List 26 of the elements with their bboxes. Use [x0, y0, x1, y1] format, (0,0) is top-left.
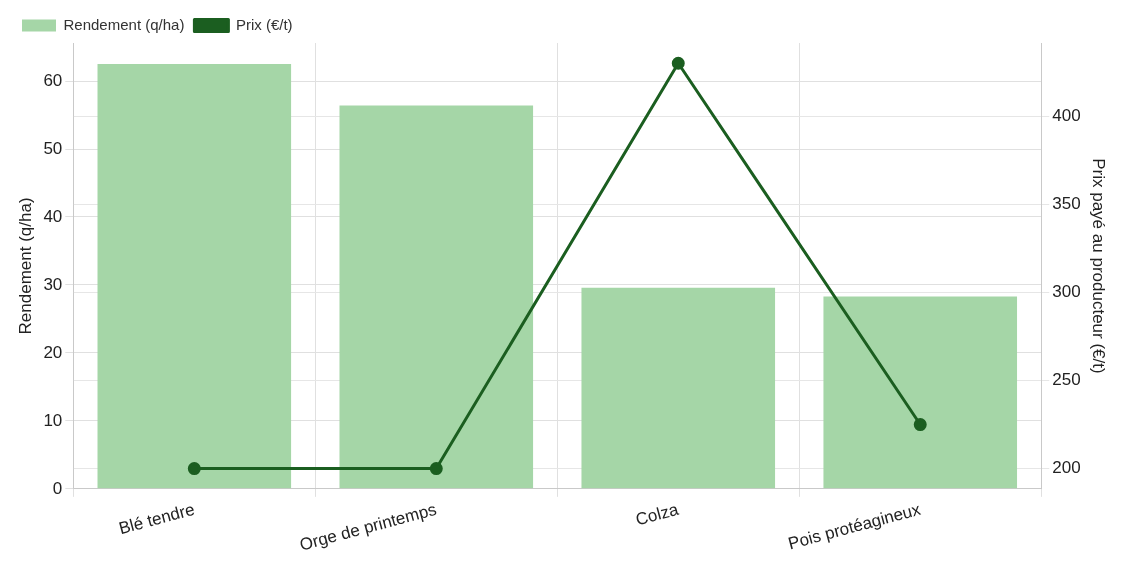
y2-tick-label: 250 [1052, 370, 1081, 390]
y-axis-title: Rendement (q/ha) [15, 197, 35, 335]
bar [581, 287, 776, 489]
y-tick-label: 0 [52, 478, 63, 498]
y2-tick-label: 400 [1052, 105, 1081, 125]
y2-axis-title: Prix payé au producteur (€/t) [1089, 158, 1109, 374]
bar [339, 105, 534, 489]
y-tick-label: 40 [43, 206, 63, 226]
legend-label: Rendement (q/ha) [63, 15, 185, 33]
y-tick-label: 60 [43, 70, 63, 90]
point [671, 56, 685, 70]
point [429, 462, 443, 476]
bar [823, 296, 1018, 489]
bar [97, 64, 292, 489]
legend-label: Prix (€/t) [235, 15, 293, 33]
y2-tick-label: 200 [1052, 458, 1081, 478]
point [187, 462, 201, 476]
y-tick-label: 30 [43, 274, 63, 294]
y-tick-label: 50 [43, 138, 63, 158]
x-tick-label: Colza [633, 499, 682, 530]
y2-tick-label: 350 [1052, 193, 1081, 213]
y-tick-label: 10 [43, 410, 63, 430]
y-tick-label: 20 [43, 342, 63, 362]
point [913, 418, 927, 432]
y2-tick-label: 300 [1052, 282, 1081, 302]
x-tick-label: Blé tendre [116, 499, 197, 539]
